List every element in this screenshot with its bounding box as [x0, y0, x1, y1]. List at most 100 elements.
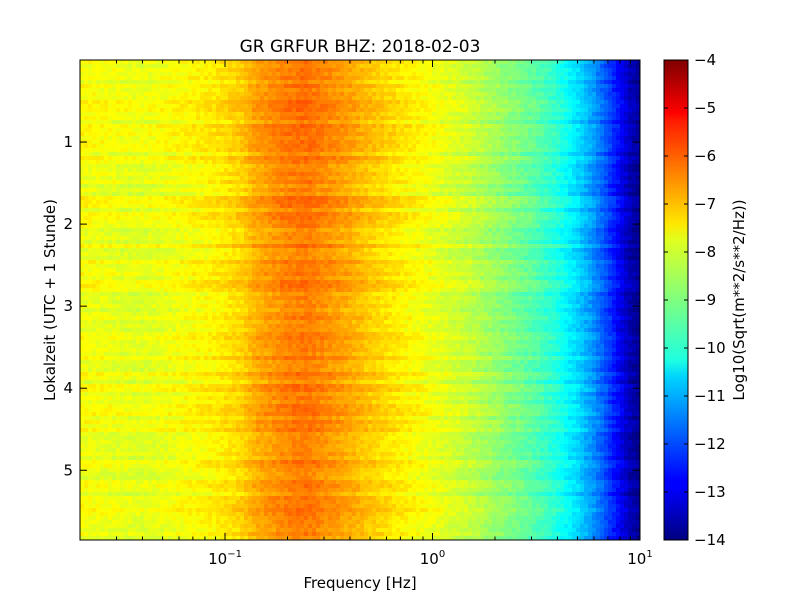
heatmap-cell — [460, 132, 465, 137]
heatmap-cell — [100, 188, 105, 193]
heatmap-cell — [296, 172, 301, 177]
heatmap-cell — [604, 68, 609, 73]
heatmap-cell — [612, 176, 617, 181]
heatmap-cell — [232, 96, 237, 101]
heatmap-cell — [260, 72, 265, 77]
heatmap-cell — [100, 92, 105, 97]
heatmap-cell — [556, 68, 561, 73]
heatmap-cell — [264, 136, 269, 141]
heatmap-cell — [540, 168, 545, 173]
heatmap-cell — [404, 148, 409, 153]
heatmap-cell — [296, 184, 301, 189]
heatmap-cell — [192, 172, 197, 177]
heatmap-cell — [184, 152, 189, 157]
heatmap-cell — [380, 160, 385, 165]
heatmap-cell — [516, 192, 521, 197]
heatmap-cell — [500, 136, 505, 141]
heatmap-cell — [116, 152, 121, 157]
heatmap-cell — [492, 192, 497, 197]
heatmap-cell — [616, 128, 621, 133]
heatmap-cell — [128, 84, 133, 89]
heatmap-cell — [400, 128, 405, 133]
heatmap-cell — [448, 104, 453, 109]
heatmap-cell — [388, 72, 393, 77]
heatmap-cell — [188, 132, 193, 137]
heatmap-cell — [188, 68, 193, 73]
heatmap-cell — [516, 132, 521, 137]
heatmap-cell — [440, 116, 445, 121]
heatmap-cell — [152, 132, 157, 137]
heatmap-cell — [548, 88, 553, 93]
heatmap-cell — [424, 152, 429, 157]
heatmap-cell — [120, 192, 125, 197]
heatmap-cell — [608, 100, 613, 105]
heatmap-cell — [624, 108, 629, 113]
heatmap-cell — [576, 192, 581, 197]
heatmap-cell — [628, 168, 633, 173]
heatmap-cell — [580, 172, 585, 177]
heatmap-cell — [296, 128, 301, 133]
heatmap-cell — [540, 152, 545, 157]
heatmap-cell — [272, 80, 277, 85]
heatmap-cell — [332, 132, 337, 137]
heatmap-cell — [528, 168, 533, 173]
heatmap-cell — [600, 168, 605, 173]
heatmap-cell — [540, 148, 545, 153]
heatmap-cell — [80, 160, 85, 165]
heatmap-cell — [120, 184, 125, 189]
heatmap-cell — [616, 100, 621, 105]
heatmap-cell — [180, 164, 185, 169]
heatmap-cell — [520, 80, 525, 85]
heatmap-cell — [456, 180, 461, 185]
heatmap-cell — [612, 76, 617, 81]
heatmap-cell — [212, 80, 217, 85]
heatmap-cell — [364, 120, 369, 125]
heatmap-cell — [324, 172, 329, 177]
heatmap-cell — [608, 68, 613, 73]
heatmap-cell — [588, 152, 593, 157]
heatmap-cell — [264, 156, 269, 161]
heatmap-cell — [200, 116, 205, 121]
heatmap-cell — [80, 192, 85, 197]
heatmap-cell — [316, 192, 321, 197]
heatmap-cell — [304, 132, 309, 137]
heatmap-cell — [544, 164, 549, 169]
heatmap-cell — [404, 196, 409, 201]
heatmap-cell — [112, 200, 117, 205]
heatmap-cell — [480, 140, 485, 145]
heatmap-cell — [264, 192, 269, 197]
heatmap-cell — [356, 184, 361, 189]
heatmap-cell — [188, 116, 193, 121]
heatmap-cell — [100, 152, 105, 157]
heatmap-cell — [356, 140, 361, 145]
heatmap-cell — [284, 196, 289, 201]
heatmap-cell — [524, 188, 529, 193]
heatmap-cell — [604, 80, 609, 85]
heatmap-cell — [148, 184, 153, 189]
heatmap-cell — [296, 132, 301, 137]
heatmap-cell — [124, 196, 129, 201]
heatmap-cell — [620, 96, 625, 101]
heatmap-cell — [276, 88, 281, 93]
heatmap-cell — [548, 188, 553, 193]
heatmap-cell — [604, 148, 609, 153]
heatmap-cell — [444, 128, 449, 133]
heatmap-cell — [540, 92, 545, 97]
heatmap-cell — [212, 168, 217, 173]
heatmap-cell — [392, 196, 397, 201]
heatmap-cell — [380, 80, 385, 85]
heatmap-cell — [380, 144, 385, 149]
heatmap-cell — [444, 84, 449, 89]
heatmap-cell — [316, 200, 321, 205]
heatmap-cell — [208, 140, 213, 145]
heatmap-cell — [580, 132, 585, 137]
heatmap-cell — [208, 188, 213, 193]
heatmap-cell — [88, 88, 93, 93]
heatmap-cell — [464, 172, 469, 177]
heatmap-cell — [632, 64, 637, 69]
heatmap-cell — [492, 196, 497, 201]
heatmap-cell — [408, 88, 413, 93]
heatmap-cell — [116, 88, 121, 93]
heatmap-cell — [188, 168, 193, 173]
heatmap-cell — [264, 168, 269, 173]
